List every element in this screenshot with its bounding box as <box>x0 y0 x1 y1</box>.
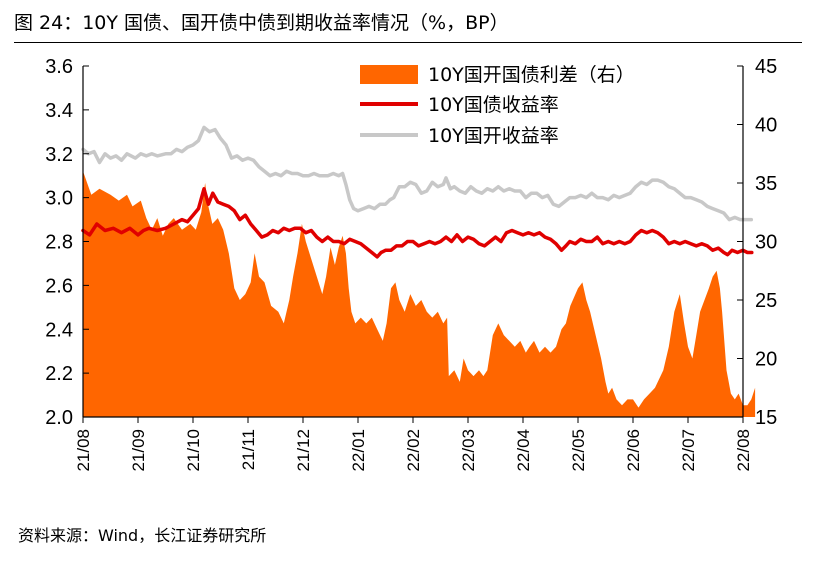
source-note: 资料来源：Wind，长江证券研究所 <box>18 526 267 545</box>
legend-label-gov: 10Y国债收益率 <box>428 94 559 116</box>
x-tick-label: 22/04 <box>514 429 533 472</box>
legend-label-cdb: 10Y国开收益率 <box>428 125 559 147</box>
y-right-tick-label: 15 <box>755 407 777 429</box>
x-tick-label: 22/06 <box>624 429 643 472</box>
y-right-tick-label: 35 <box>755 173 777 195</box>
y-left-tick-label: 2.8 <box>45 232 73 254</box>
x-tick-label: 21/11 <box>239 429 258 470</box>
chart: 2.0 2.2 2.4 2.6 2.8 3.0 3.2 3.4 3.6 15 20 25 30 35 40 4… <box>45 56 777 472</box>
x-tick-label: 22/08 <box>734 429 753 472</box>
series-cdb-yield-line <box>81 125 754 222</box>
y-left-tick-label: 2.6 <box>45 275 73 297</box>
title-rule <box>14 42 802 43</box>
y-right-tick-label: 40 <box>755 115 777 137</box>
x-tick-label: 21/09 <box>129 429 148 472</box>
x-tick-label: 22/07 <box>679 429 698 472</box>
y-left-tick-label: 3.2 <box>45 144 73 166</box>
figure-title: 图 24：10Y 国债、国开债中债到期收益率情况（%，BP） <box>14 12 509 34</box>
x-tick-label: 21/12 <box>294 429 313 472</box>
x-tick-label: 21/10 <box>184 429 203 472</box>
series-spread-area <box>83 171 756 417</box>
x-tick-label: 22/01 <box>349 429 368 472</box>
x-tick-label: 22/03 <box>459 429 478 472</box>
legend-label-spread: 10Y国开国债利差（右） <box>428 64 635 86</box>
x-tick-label: 22/05 <box>569 429 588 472</box>
y-right-tick-label: 20 <box>755 349 777 371</box>
x-tick-label: 22/02 <box>404 429 423 472</box>
y-right-tick-label: 45 <box>755 56 777 78</box>
y-left-tick-label: 2.4 <box>45 319 73 341</box>
x-tick-label: 21/08 <box>74 429 93 472</box>
y-left-tick-label: 3.6 <box>45 56 73 78</box>
y-left-tick-label: 3.0 <box>45 188 73 210</box>
y-left-tick-label: 2.0 <box>45 407 73 429</box>
y-left-tick-label: 2.2 <box>45 363 73 385</box>
y-left-tick-label: 3.4 <box>45 100 73 122</box>
y-right-tick-label: 25 <box>755 290 777 312</box>
y-right-tick-label: 30 <box>755 232 777 254</box>
series-gov-yield-line <box>81 187 754 259</box>
legend-swatch-spread <box>360 65 418 84</box>
